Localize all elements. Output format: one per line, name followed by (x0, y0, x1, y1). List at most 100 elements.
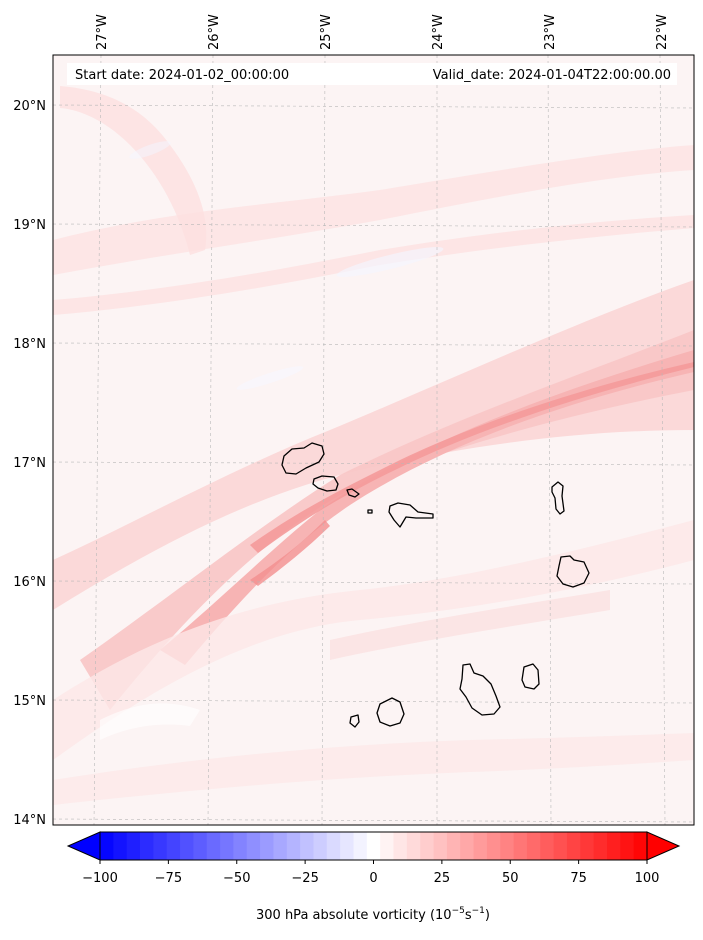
island-sao-vicente (312, 475, 339, 492)
gridline-parallel-15n (53, 699, 694, 704)
colorbar-bin (140, 832, 154, 860)
colorbar-bin (420, 832, 435, 860)
latitude-label-19n: 19°N (13, 218, 46, 233)
colorbar-bin (580, 832, 595, 860)
colorbar-bin (313, 832, 328, 860)
colorbar-tick-label: −50 (223, 871, 250, 886)
gridline-meridian-26w (207, 55, 214, 825)
longitude-label-24w: 24°W (431, 14, 446, 50)
colorbar-bin (433, 832, 448, 860)
colorbar-bin (326, 832, 341, 860)
colorbar-label: 300 hPa absolute vorticity (10−5s−1) (256, 906, 490, 923)
colorbar-tick-label: 75 (570, 871, 587, 886)
map-panel: Start date: 2024-01-02_00:00:00 Valid_da… (13, 14, 695, 828)
latitude-label-16n: 16°N (13, 575, 46, 590)
map-frame (52, 54, 695, 826)
colorbar-tick-label: 25 (434, 871, 451, 886)
colorbar-bin (126, 832, 141, 860)
coastlines (281, 442, 590, 728)
colorbar-tick-label: 0 (369, 871, 377, 886)
colorbar-bin (300, 832, 315, 860)
colorbar-tick-label: 100 (635, 871, 660, 886)
colorbar-tick-label: −75 (155, 871, 182, 886)
colorbar-bin (553, 832, 568, 860)
start-date-label: Start date: 2024-01-02_00:00:00 (75, 68, 289, 83)
colorbar-bins (100, 832, 648, 860)
valid-date-label: Valid_date: 2024-01-04T22:00:00.00 (433, 68, 671, 83)
colorbar-bin (246, 832, 261, 860)
longitude-label-26w: 26°W (207, 14, 222, 50)
date-banner: Start date: 2024-01-02_00:00:00 Valid_da… (67, 63, 677, 85)
colorbar-bin (566, 832, 581, 860)
colorbar-bin (606, 832, 621, 860)
colorbar-bin (513, 832, 528, 860)
island-brava (349, 714, 360, 728)
colorbar-bin (166, 832, 181, 860)
colorbar-bin (446, 832, 461, 860)
colorbar-bin (273, 832, 288, 860)
colorbar-bin (286, 832, 301, 860)
longitude-label-22w: 22°W (655, 14, 670, 50)
gridline-parallel-18n (53, 342, 694, 347)
colorbar-bin (393, 832, 408, 860)
colorbar-bin (353, 832, 368, 860)
colorbar-bin (633, 832, 648, 860)
gridline-meridian-23w (547, 55, 552, 825)
gridline-meridian-22w (659, 55, 666, 825)
colorbar-bin (540, 832, 555, 860)
colorbar-bin (620, 832, 635, 860)
gridline-parallel-20n (53, 104, 694, 109)
longitude-labels: 27°W 26°W 25°W 24°W 23°W 22°W (95, 14, 670, 50)
colorbar-bin (260, 832, 275, 860)
colorbar-bin (113, 832, 128, 860)
colorbar-bin (100, 832, 114, 860)
colorbar-extend-high (646, 831, 681, 861)
colorbar-bin (233, 832, 248, 860)
gridline-parallel-17n (53, 461, 694, 466)
colorbar-bin (460, 832, 475, 860)
latitude-label-18n: 18°N (13, 337, 46, 352)
gridline-parallel-16n (53, 580, 694, 585)
gridline-parallel-19n (53, 223, 694, 228)
colorbar-bin (340, 832, 355, 860)
colorbar-bin (486, 832, 501, 860)
colorbar-bin (526, 832, 541, 860)
colorbar-bin (380, 832, 395, 860)
colorbar-bin (473, 832, 488, 860)
gridlines (53, 55, 694, 825)
gridline-meridian-27w (93, 55, 102, 825)
colorbar-tick-label: 50 (502, 871, 519, 886)
longitude-label-27w: 27°W (95, 14, 110, 50)
longitude-label-25w: 25°W (319, 14, 334, 50)
colorbar-bin (180, 832, 194, 860)
longitude-label-23w: 23°W (543, 14, 558, 50)
colorbar-ticks: −100 −75 −50 −25 0 25 50 75 100 (82, 860, 659, 886)
colorbar: −100 −75 −50 −25 0 25 50 75 100 300 hPa absolute… (66, 831, 681, 923)
colorbar-bin (206, 832, 221, 860)
island-fogo (376, 697, 405, 727)
colorbar-bin (500, 832, 515, 860)
gridline-parallel-14n (53, 818, 694, 823)
latitude-labels: 20°N 19°N 18°N 17°N 16°N 15°N 14°N (13, 99, 46, 828)
latitude-label-20n: 20°N (13, 99, 46, 114)
island-sal (551, 481, 565, 515)
island-sao-nicolau (388, 502, 434, 528)
colorbar-bin (193, 832, 208, 860)
island-santiago (459, 663, 501, 716)
island-boa-vista (556, 555, 590, 588)
colorbar-tick-label: −25 (291, 871, 318, 886)
island-santo-antao (281, 442, 325, 475)
latitude-label-17n: 17°N (13, 456, 46, 471)
island-maio (521, 663, 540, 690)
colorbar-bin (593, 832, 608, 860)
colorbar-bin (220, 832, 235, 860)
vorticity-field (53, 55, 694, 825)
island-branco (367, 509, 373, 514)
latitude-label-14n: 14°N (13, 813, 46, 828)
island-santa-luzia (346, 488, 360, 498)
latitude-label-15n: 15°N (13, 694, 46, 709)
colorbar-extend-low (66, 831, 101, 861)
colorbar-bin (366, 832, 381, 860)
colorbar-tick-label: −100 (82, 871, 118, 886)
